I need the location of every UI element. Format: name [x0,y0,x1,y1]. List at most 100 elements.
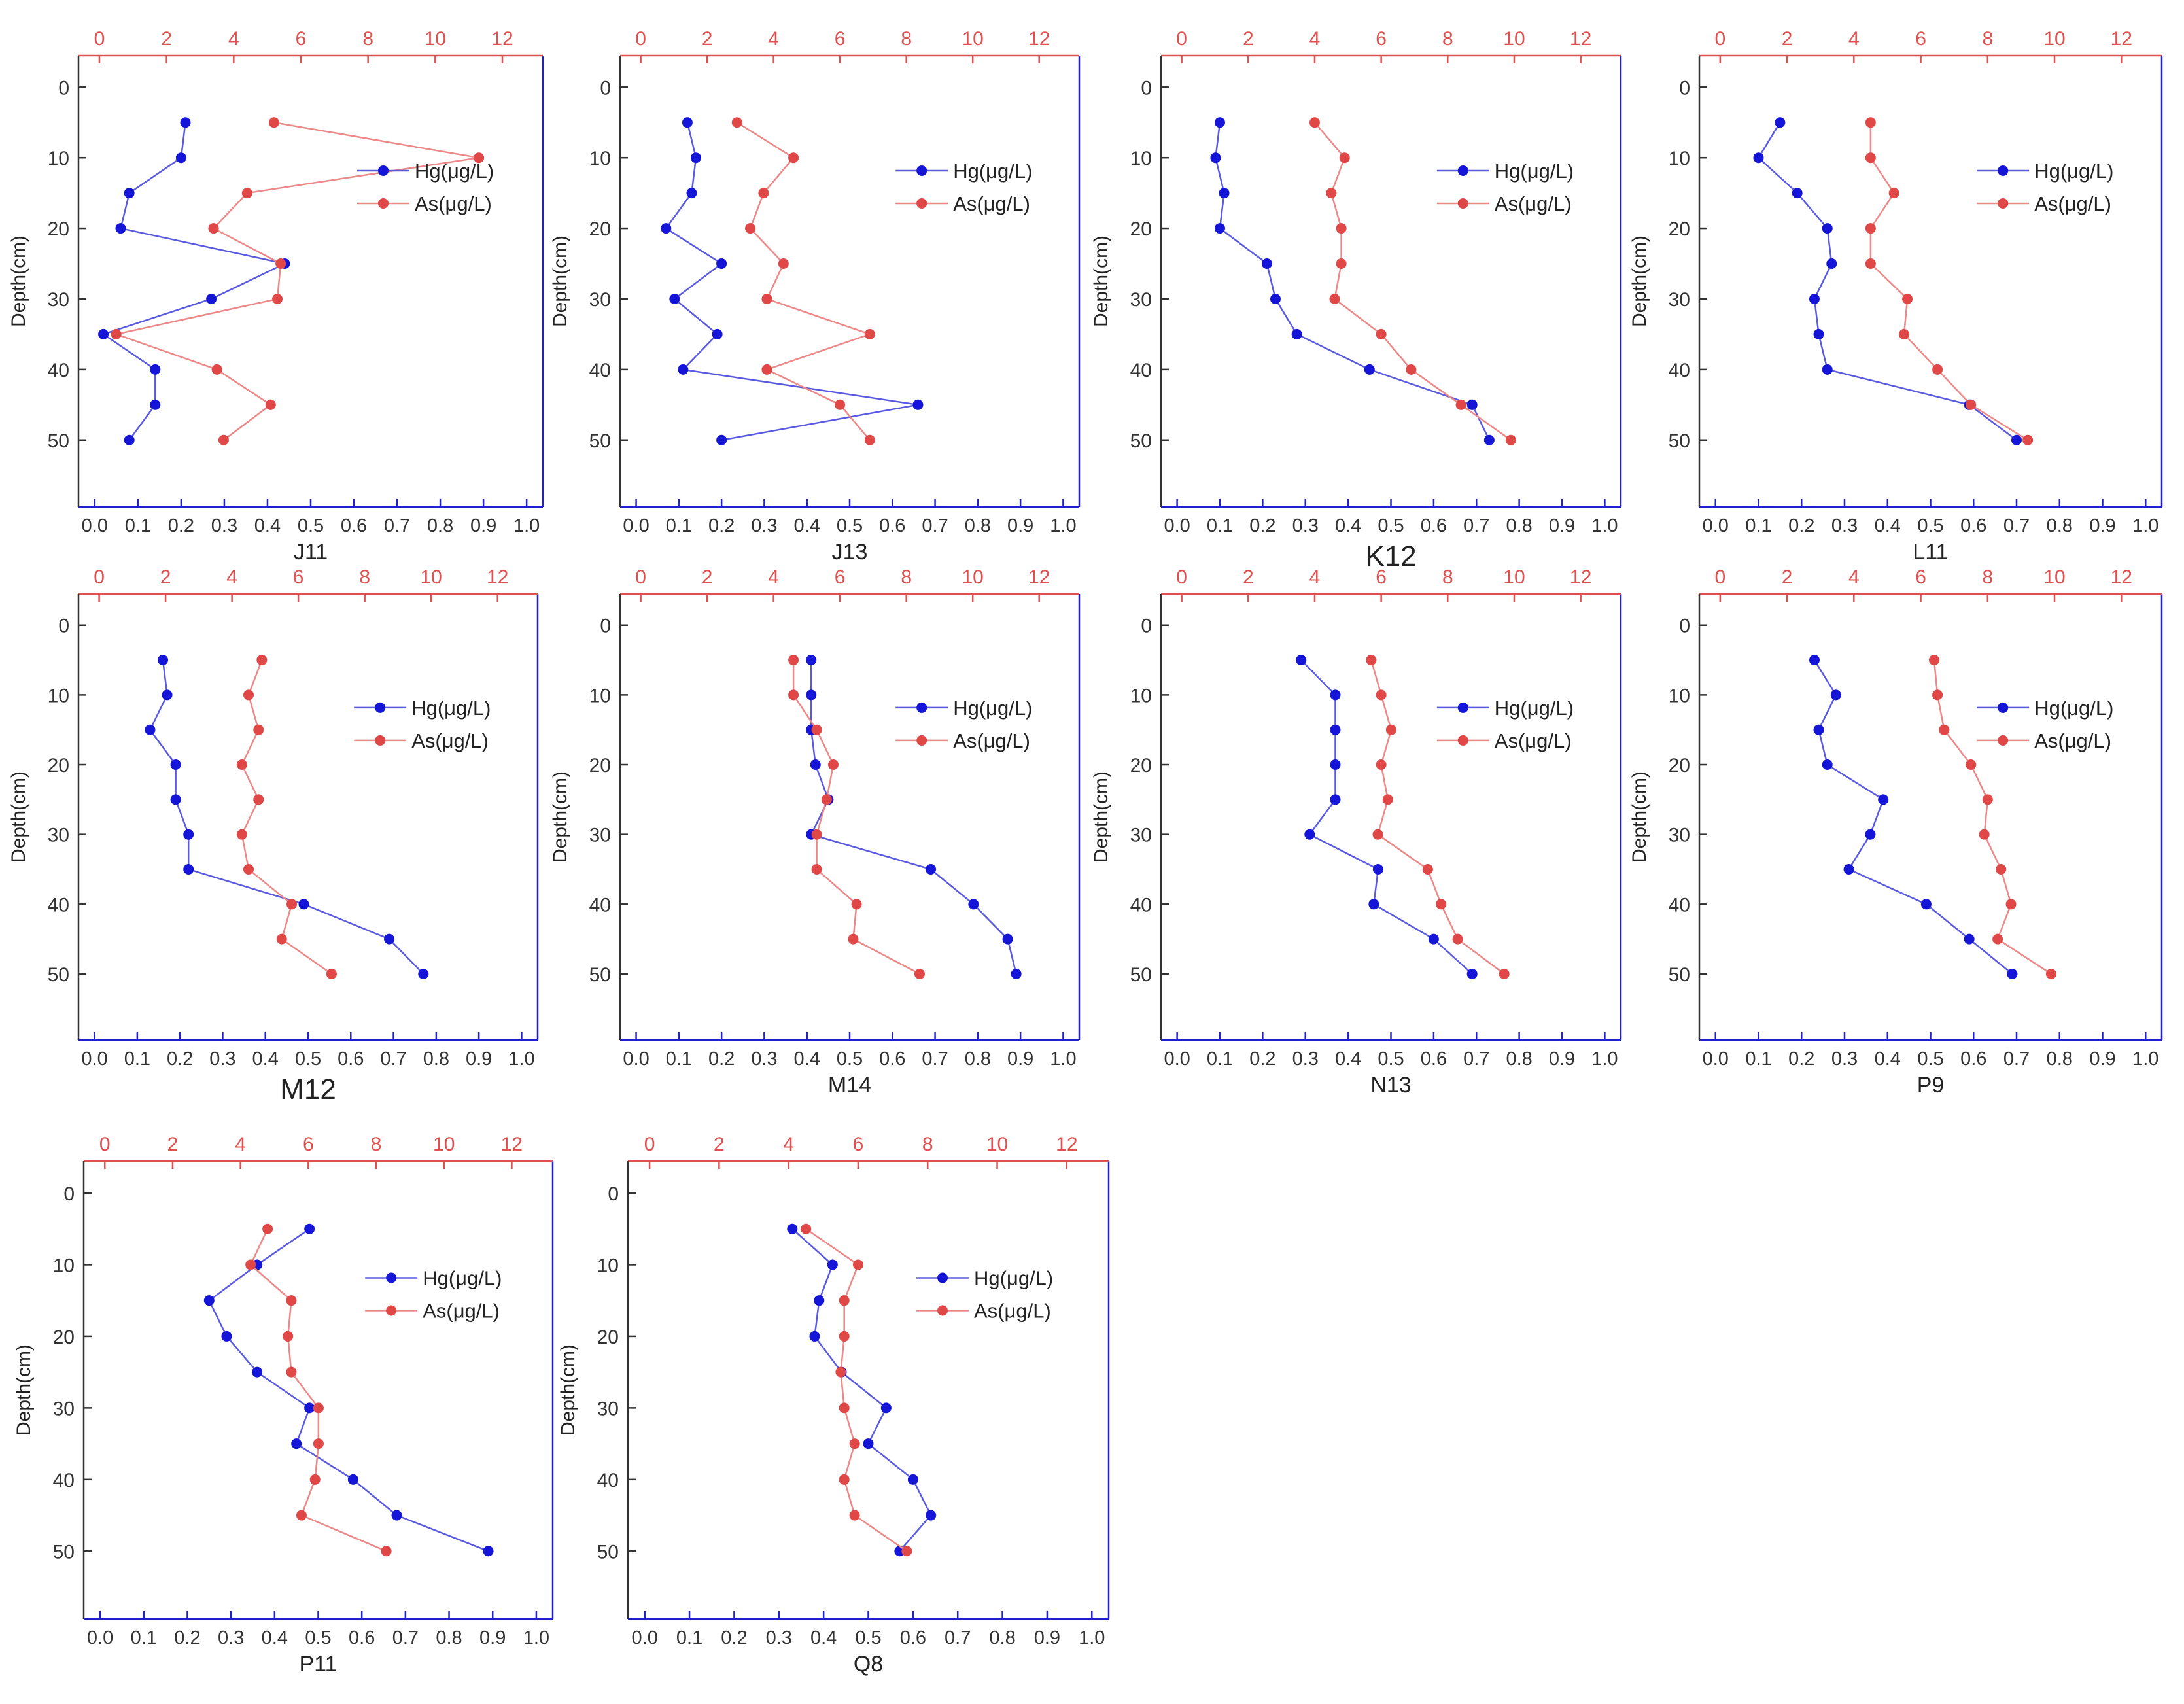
hg-point [483,1546,494,1557]
as-point [286,1295,297,1306]
hg-point [221,1330,232,1342]
as-point [731,117,742,128]
x-top-tick-label: 8 [359,566,370,588]
y-axis-label: Depth(cm) [13,1344,35,1436]
x-bottom-tick-label: 0.9 [479,1627,506,1648]
x-bottom-tick-label: 0.5 [305,1627,331,1648]
y-axis-label: Depth(cm) [549,235,571,327]
hg-point [1466,968,1478,979]
x-bottom-tick-label: 0.6 [879,515,905,536]
as-point [1902,293,1913,304]
x-bottom-tick-label: 0.4 [1875,1049,1901,1069]
x-bottom-tick-label: 0.8 [1506,515,1532,536]
legend: Hg(μg/L) As(μg/L) [895,160,1032,215]
y-axis-label: Depth(cm) [557,1344,579,1436]
as-point [745,223,756,234]
hg-point [669,293,680,304]
x-top-tick-label: 4 [235,1134,246,1155]
x-bottom-tick-label: 0.6 [1960,1049,1986,1069]
x-bottom-tick-label: 0.0 [623,515,649,536]
x-bottom-tick-label: 0.6 [338,1049,364,1069]
as-point [268,117,279,128]
x-bottom-tick-label: 1.0 [2132,515,2158,536]
x-bottom-tick-label: 1.0 [513,515,540,536]
legend-as-label: As(μg/L) [423,1300,500,1323]
as-point [1376,689,1387,701]
hg-point [1822,364,1833,375]
x-top-tick-label: 0 [99,1134,111,1155]
y-tick-label: 50 [589,964,611,986]
x-top-tick-label: 12 [2111,28,2132,50]
x-top-tick-label: 2 [1243,28,1254,50]
hg-point [2011,434,2022,445]
x-bottom-tick-label: 1.0 [1591,515,1618,536]
as-series-line [241,659,332,975]
as-point [788,152,799,164]
as-point [761,364,772,375]
y-tick-label: 40 [1130,894,1152,916]
legend-as-marker [1457,198,1468,209]
legend-hg-marker [375,702,386,713]
hg-point [926,863,937,875]
x-bottom-tick-label: 0.6 [1421,1049,1447,1069]
as-point [1499,968,1510,979]
hg-point [1214,117,1225,128]
x-top-tick-label: 8 [1442,566,1453,588]
x-top-tick-label: 6 [296,28,307,50]
panel-title: P11 [300,1652,338,1677]
as-point [1336,258,1347,270]
y-tick-label: 10 [48,148,69,169]
as-series-line [737,122,873,441]
x-bottom-tick-label: 0.8 [423,1049,449,1069]
x-bottom-tick-label: 0.9 [1007,1049,1033,1069]
hg-point [175,152,186,164]
as-series-line [249,1228,387,1552]
hg-point [203,1295,215,1306]
y-tick-label: 20 [53,1327,75,1348]
y-axis-label: Depth(cm) [1090,771,1112,863]
as-point [1865,117,1876,128]
y-axis-label: Depth(cm) [549,771,571,863]
hg-point [291,1438,302,1450]
as-point [474,152,485,164]
x-top-tick-label: 12 [491,28,513,50]
x-top-tick-label: 4 [768,28,779,50]
hg-point [678,364,689,375]
x-bottom-tick-label: 0.1 [1745,515,1771,536]
y-tick-label: 20 [1130,755,1152,776]
hg-point [1920,899,1932,910]
hg-point [1826,258,1837,270]
as-point [1376,328,1387,339]
x-top-tick-label: 2 [1782,566,1793,588]
x-bottom-tick-label: 0.1 [131,1627,157,1648]
hg-point [1964,933,1975,945]
as-point [1966,399,1977,410]
y-tick-label: 0 [1679,77,1690,99]
hg-point [1330,724,1341,735]
hg-point [391,1510,402,1521]
y-tick-label: 0 [608,1183,619,1205]
as-point [1436,899,1447,910]
hg-series-line [791,1228,932,1552]
as-point [1422,863,1433,875]
as-point [265,399,276,410]
hg-point [206,293,217,304]
legend-hg-marker [937,1272,948,1283]
as-point [849,1510,860,1521]
hg-point [183,863,194,875]
x-top-tick-label: 2 [160,566,171,588]
x-top-tick-label: 4 [1848,566,1860,588]
x-top-tick-label: 2 [1243,566,1254,588]
legend: Hg(μg/L) As(μg/L) [1977,697,2113,752]
x-bottom-tick-label: 0.1 [125,515,151,536]
as-series-line [1370,659,1505,975]
x-bottom-tick-label: 0.1 [666,515,692,536]
x-bottom-tick-label: 0.0 [82,515,108,536]
as-point [296,1510,307,1521]
x-top-tick-label: 6 [303,1134,314,1155]
x-bottom-tick-label: 0.3 [1831,515,1858,536]
x-top-tick-label: 12 [501,1134,523,1155]
legend-as-marker [1457,735,1468,746]
